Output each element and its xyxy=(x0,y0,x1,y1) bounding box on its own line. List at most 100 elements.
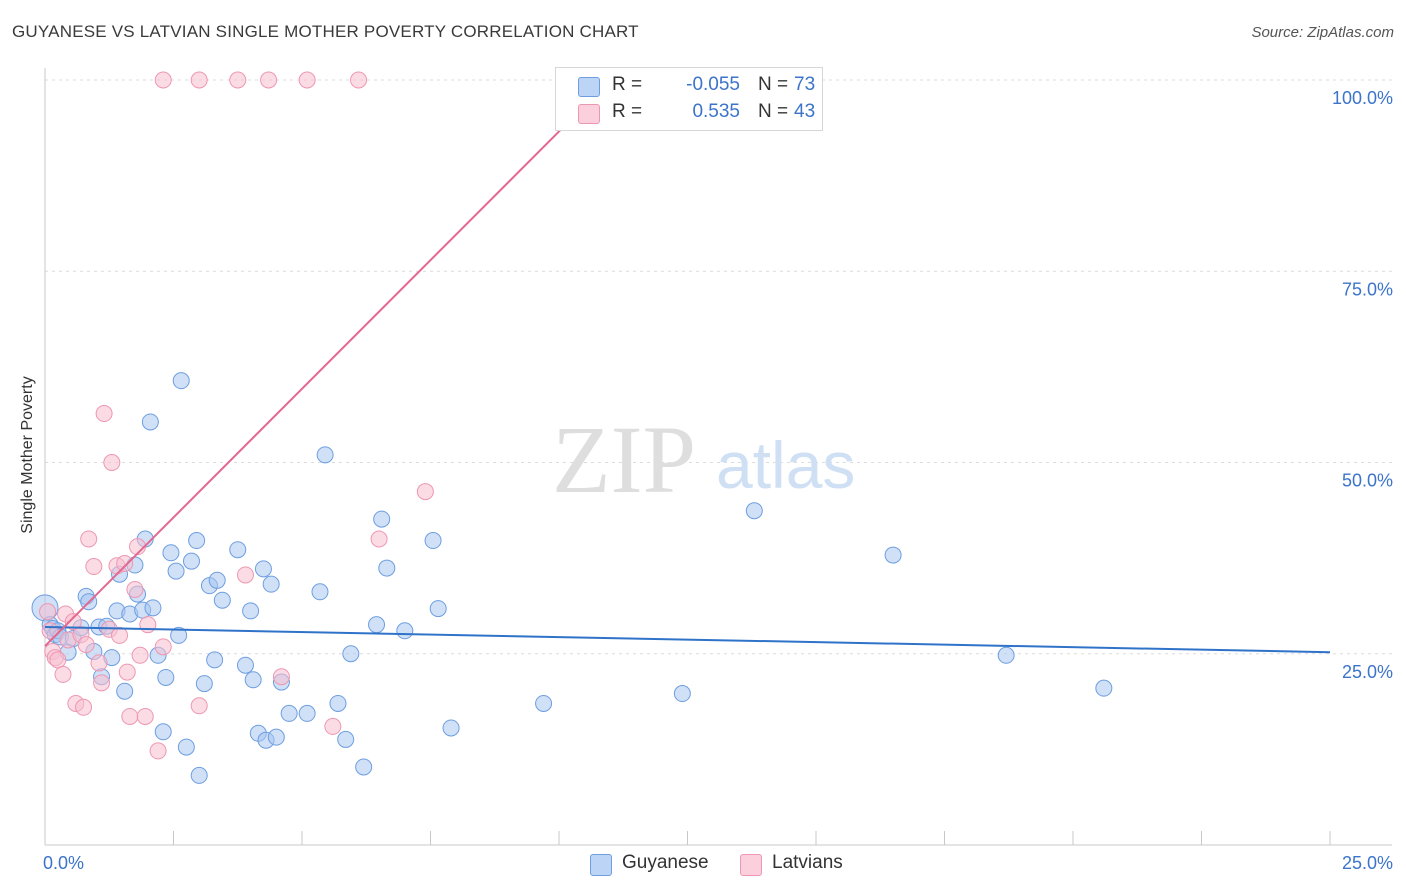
latvian-point xyxy=(136,707,154,725)
guyanese-point xyxy=(254,560,272,578)
guyanese-trend-line xyxy=(44,625,1331,654)
latvian-point xyxy=(154,638,172,656)
legend-n-value: 43 xyxy=(794,101,816,122)
latvian-point xyxy=(236,566,254,584)
legend-n-value: 73 xyxy=(794,74,816,95)
y-tick-label: 50.0% xyxy=(1342,471,1393,491)
watermark-atlas: atlas xyxy=(716,428,855,502)
legend-n-label: N = xyxy=(758,74,789,95)
guyanese-point xyxy=(190,766,208,784)
guyanese-point xyxy=(355,758,373,776)
guyanese-point xyxy=(213,591,231,609)
guyanese-point xyxy=(373,510,391,528)
latvian-point xyxy=(103,454,121,471)
guyanese-point xyxy=(997,646,1015,664)
trend-lines xyxy=(44,79,1331,654)
guyanese-point xyxy=(535,694,553,712)
latvian-swatch xyxy=(740,854,762,876)
x-tick-label: 25.0% xyxy=(1342,853,1393,873)
guyanese-point xyxy=(311,583,329,601)
latvian-point xyxy=(85,558,103,576)
latvian-point xyxy=(370,530,388,548)
guyanese-point xyxy=(262,575,280,593)
guyanese-point xyxy=(337,730,355,748)
guyanese-point xyxy=(182,552,200,570)
legend-n-label: N = xyxy=(758,101,789,122)
latvian-point xyxy=(298,71,316,89)
latvian-point xyxy=(126,580,144,598)
guyanese-point xyxy=(267,728,285,746)
guyanese-point xyxy=(244,671,262,689)
guyanese-point xyxy=(429,600,447,618)
axes xyxy=(44,68,1392,846)
y-tick-label: 100.0% xyxy=(1332,88,1393,108)
guyanese-swatch xyxy=(590,854,612,876)
guyanese-point xyxy=(298,704,316,722)
y-axis-label: Single Mother Poverty xyxy=(19,376,36,534)
guyanese-swatch xyxy=(578,77,600,97)
legend-r-value: 0.535 xyxy=(692,101,740,122)
legend-label-latvians: Latvians xyxy=(772,852,843,873)
latvian-point xyxy=(54,665,72,683)
y-tick-label: 75.0% xyxy=(1342,279,1393,299)
guyanese-point xyxy=(316,446,334,464)
guyanese-point xyxy=(208,571,226,589)
guyanese-point xyxy=(188,532,206,550)
guyanese-point xyxy=(144,599,162,617)
latvian-point xyxy=(111,626,129,644)
guyanese-point xyxy=(378,559,396,577)
latvian-point xyxy=(93,674,111,692)
latvian-point xyxy=(116,554,134,572)
guyanese-point xyxy=(177,738,195,756)
latvian-point xyxy=(190,71,208,89)
guyanese-point xyxy=(884,546,902,564)
latvian-point xyxy=(324,717,342,735)
guyanese-point xyxy=(116,682,134,700)
latvian-point xyxy=(90,654,108,672)
guyanese-point xyxy=(157,668,175,686)
latvian-point xyxy=(154,71,172,89)
latvian-point xyxy=(416,483,434,501)
latvian-swatch xyxy=(578,104,600,124)
y-tick-label: 25.0% xyxy=(1342,662,1393,682)
latvian-point xyxy=(39,603,57,621)
latvian-trend-line xyxy=(44,79,612,647)
guyanese-point xyxy=(229,541,247,559)
guyanese-point xyxy=(162,544,180,562)
guyanese-point xyxy=(206,651,224,669)
legend-r-value: -0.055 xyxy=(686,74,740,95)
latvian-point xyxy=(95,405,113,423)
latvian-point xyxy=(139,616,157,634)
guyanese-point xyxy=(236,656,254,674)
guyanese-point xyxy=(170,626,188,644)
guyanese-point xyxy=(673,685,691,703)
latvian-point xyxy=(75,698,93,716)
guyanese-point xyxy=(154,723,172,741)
correlation-legend: R = -0.055 N = 73 R = 0.535 N = 43 xyxy=(555,67,823,131)
legend-label-guyanese: Guyanese xyxy=(622,852,709,873)
guyanese-point xyxy=(172,372,190,390)
latvian-point xyxy=(260,71,278,89)
latvian-point xyxy=(229,71,247,89)
watermark-zip: ZIP xyxy=(552,406,696,513)
tick-labels: 25.0% 50.0% 75.0% 100.0% 0.0% 25.0% xyxy=(43,88,1393,873)
guyanese-point xyxy=(195,675,213,693)
latvian-point xyxy=(190,697,208,715)
guyanese-point xyxy=(1095,679,1113,697)
watermark: ZIP atlas xyxy=(552,406,855,513)
guyanese-point xyxy=(745,502,763,520)
guyanese-point xyxy=(167,562,185,580)
latvian-point xyxy=(77,636,95,654)
guyanese-point xyxy=(141,413,159,431)
legend-r-label: R = xyxy=(612,74,643,95)
latvian-point xyxy=(49,651,67,669)
legend-r-label: R = xyxy=(612,101,643,122)
guyanese-point xyxy=(396,622,414,640)
guyanese-point xyxy=(342,645,360,663)
chart-title: GUYANESE VS LATVIAN SINGLE MOTHER POVERT… xyxy=(12,22,639,41)
latvian-point xyxy=(272,668,290,686)
latvian-point xyxy=(121,707,139,725)
guyanese-point xyxy=(329,694,347,712)
guyanese-point xyxy=(442,719,460,737)
